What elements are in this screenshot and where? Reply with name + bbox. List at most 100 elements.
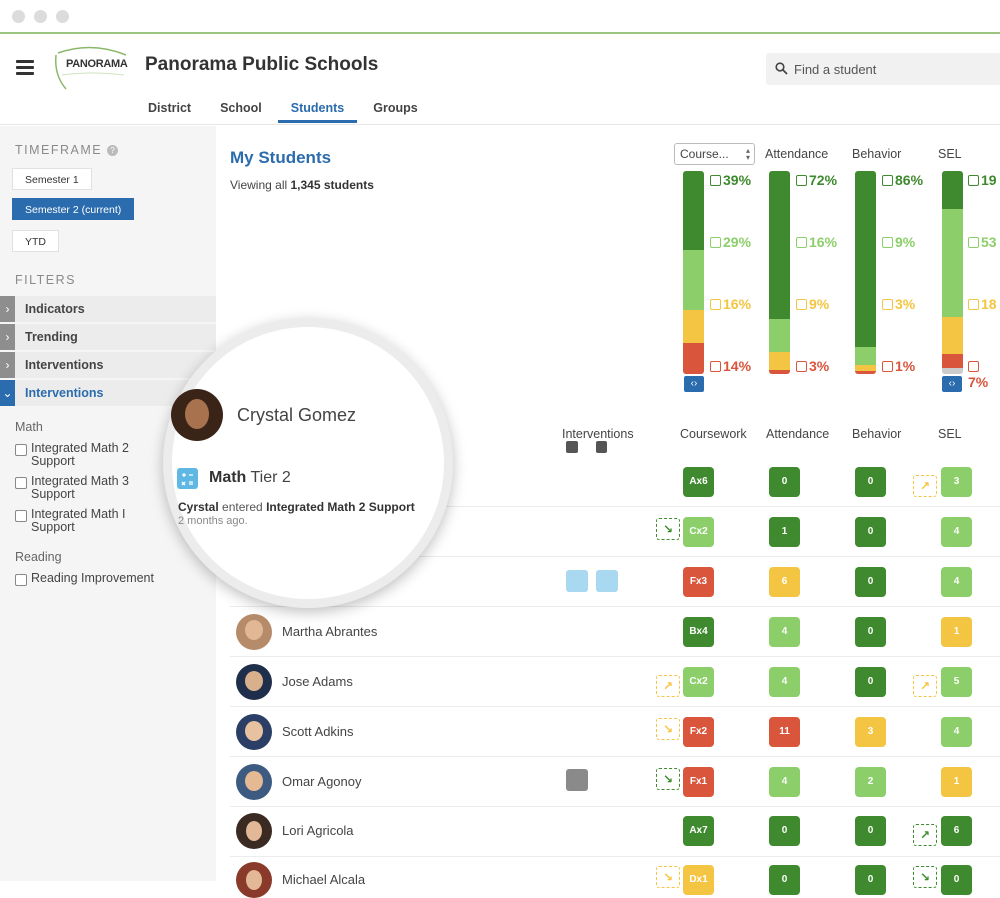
timeframe-semester-1-button[interactable]: Semester 1 — [12, 168, 92, 190]
behavior-tile[interactable]: 0 — [855, 816, 886, 846]
coursework-tile[interactable]: Ax6 — [683, 467, 714, 497]
calculator-icon[interactable] — [566, 570, 588, 592]
window-close-dot[interactable] — [12, 10, 25, 23]
checkbox-box[interactable] — [15, 477, 27, 489]
magnifier-activity: Cyrstal entered Integrated Math 2 Suppor… — [178, 500, 448, 514]
attendance-tile[interactable]: 0 — [769, 467, 800, 497]
behavior-tile[interactable]: 2 — [855, 767, 886, 797]
avatar[interactable] — [236, 764, 272, 800]
checkbox-box[interactable] — [15, 444, 27, 456]
checkbox-box[interactable] — [15, 510, 27, 522]
checkbox-label: Reading Improvement — [31, 571, 154, 585]
attendance-distribution-bar[interactable] — [769, 171, 790, 374]
behavior-tile[interactable]: 0 — [855, 567, 886, 597]
org-name: Panorama Public Schools — [145, 54, 379, 75]
course-select[interactable]: Course... ▴ ▾ — [674, 143, 755, 165]
window-maximize-dot[interactable] — [56, 10, 69, 23]
sel-tile[interactable]: 4 — [941, 567, 972, 597]
search-input[interactable]: Find a student — [766, 53, 1000, 85]
behavior-pct-light-green: 9% — [882, 234, 915, 250]
coursework-tile[interactable]: Ax7 — [683, 816, 714, 846]
avatar[interactable] — [236, 862, 272, 898]
timeframe-ytd-button[interactable]: YTD — [12, 230, 59, 252]
sel-tile[interactable]: 4 — [941, 517, 972, 547]
avatar[interactable] — [236, 614, 272, 650]
sel-tile[interactable]: 1 — [941, 617, 972, 647]
sel-tile[interactable]: 3 — [941, 467, 972, 497]
sel-tile[interactable]: 4 — [941, 717, 972, 747]
sel-pct-light-green: 53 — [968, 234, 997, 250]
summary-header-behavior: Behavior — [852, 147, 902, 161]
student-name[interactable]: Omar Agonoy — [282, 774, 362, 789]
book-icon[interactable] — [596, 570, 618, 592]
trend-down-icon: ↘ — [656, 518, 680, 540]
avatar[interactable] — [236, 714, 272, 750]
sel-distribution-bar[interactable] — [942, 171, 963, 374]
trend-up-icon: ↗ — [656, 675, 680, 697]
behavior-tile[interactable]: 0 — [855, 467, 886, 497]
sel-tile[interactable]: 0 — [941, 865, 972, 895]
behavior-distribution-bar[interactable] — [855, 171, 876, 374]
table-header-interventions: Interventions — [562, 427, 634, 441]
behavior-tile[interactable]: 0 — [855, 617, 886, 647]
tab-groups[interactable]: Groups — [373, 101, 418, 115]
sel-tile[interactable]: 6 — [941, 816, 972, 846]
calculator-icon[interactable] — [566, 769, 588, 791]
filter-indicators[interactable]: › Indicators — [0, 296, 216, 322]
help-icon[interactable]: ? — [107, 145, 119, 156]
checkbox-integrated-math-1[interactable]: Integrated Math I Support — [15, 508, 145, 534]
sel-tile[interactable]: 1 — [941, 767, 972, 797]
student-name[interactable]: Jose Adams — [282, 674, 353, 689]
coursework-tile[interactable]: Fx3 — [683, 567, 714, 597]
checkbox-integrated-math-2[interactable]: Integrated Math 2 Support — [15, 442, 145, 468]
tab-district[interactable]: District — [148, 101, 192, 115]
attendance-tile[interactable]: 1 — [769, 517, 800, 547]
avatar[interactable] — [236, 664, 272, 700]
tab-school[interactable]: School — [220, 101, 262, 115]
sel-tile[interactable]: 5 — [941, 667, 972, 697]
attendance-tile[interactable]: 4 — [769, 617, 800, 647]
coursework-distribution-bar[interactable] — [683, 171, 704, 374]
behavior-tile[interactable]: 0 — [855, 865, 886, 895]
attendance-tile[interactable]: 0 — [769, 865, 800, 895]
avatar[interactable] — [171, 389, 223, 441]
main-nav: District School Students Groups — [135, 101, 434, 123]
coursework-tile[interactable]: Bx4 — [683, 617, 714, 647]
window-minimize-dot[interactable] — [34, 10, 47, 23]
coursework-tile[interactable]: Fx2 — [683, 717, 714, 747]
avatar[interactable] — [236, 813, 272, 849]
expand-coursework-icon[interactable]: ‹› — [684, 376, 704, 392]
coursework-tile[interactable]: Cx2 — [683, 517, 714, 547]
behavior-tile[interactable]: 3 — [855, 717, 886, 747]
filter-interventions-collapsed[interactable]: › Interventions — [0, 352, 216, 378]
checkbox-reading-improvement[interactable]: Reading Improvement — [15, 571, 154, 586]
timeframe-semester-2-button[interactable]: Semester 2 (current) — [12, 198, 135, 220]
attendance-tile[interactable]: 4 — [769, 767, 800, 797]
coursework-tile[interactable]: Fx1 — [683, 767, 714, 797]
magnifier-subject: Math — [209, 469, 247, 486]
attendance-tile[interactable]: 11 — [769, 717, 800, 747]
attendance-tile[interactable]: 0 — [769, 816, 800, 846]
behavior-tile[interactable]: 0 — [855, 667, 886, 697]
summary-header-sel: SEL — [938, 147, 962, 161]
menu-icon[interactable] — [16, 60, 34, 75]
student-name[interactable]: Michael Alcala — [282, 872, 366, 887]
behavior-tile[interactable]: 0 — [855, 517, 886, 547]
checkbox-box[interactable] — [15, 574, 27, 586]
attendance-tile[interactable]: 6 — [769, 567, 800, 597]
table-header-sel: SEL — [938, 427, 962, 441]
activity-program: Integrated Math 2 Support — [266, 500, 415, 514]
checkbox-label: Integrated Math 2 Support — [31, 441, 129, 468]
attendance-tile[interactable]: 4 — [769, 667, 800, 697]
coursework-tile[interactable]: Cx2 — [683, 667, 714, 697]
filter-label: Interventions — [25, 358, 104, 372]
row-divider — [230, 806, 1000, 807]
expand-sel-icon[interactable]: ‹› — [942, 376, 962, 392]
checkbox-integrated-math-3[interactable]: Integrated Math 3 Support — [15, 475, 145, 501]
filter-trending[interactable]: › Trending — [0, 324, 216, 350]
student-name[interactable]: Lori Agricola — [282, 823, 354, 838]
student-name[interactable]: Scott Adkins — [282, 724, 354, 739]
coursework-tile[interactable]: Dx1 — [683, 865, 714, 895]
student-name[interactable]: Martha Abrantes — [282, 624, 378, 639]
tab-students[interactable]: Students — [277, 101, 358, 123]
